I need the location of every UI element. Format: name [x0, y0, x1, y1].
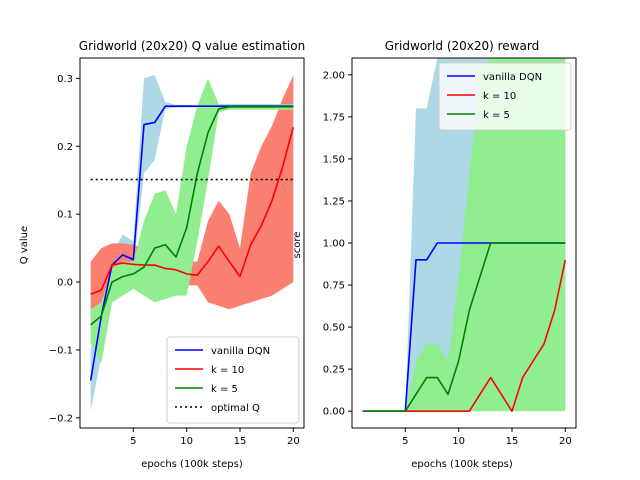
q-value-chart-title: Gridworld (20x20) Q value estimation — [79, 39, 305, 53]
plot-frame — [79, 57, 305, 429]
y-tick-label: 1.25 — [323, 196, 345, 207]
line-k-5 — [90, 106, 294, 326]
x-tick-label: 15 — [506, 436, 519, 447]
reward-chart-title: Gridworld (20x20) reward — [385, 39, 539, 53]
y-tick-label: 0.00 — [323, 407, 345, 418]
legend-box — [166, 336, 300, 424]
x-tick-label: 10 — [452, 436, 465, 447]
reward-chart-ylabel: score — [292, 232, 303, 259]
lines-layer — [362, 242, 567, 412]
bands-layer — [362, 58, 566, 412]
x-tick-label: 5 — [130, 436, 136, 447]
legend-label-k-10: k = 10 — [483, 91, 516, 102]
band-k-5 — [362, 58, 566, 412]
legend: vanilla DQN k = 10 k = 5 optimal Q — [166, 336, 300, 424]
y-tick-label: 0.0 — [57, 278, 73, 289]
x-tick-label: 20 — [287, 436, 300, 447]
y-tick-label: 0.25 — [323, 365, 345, 376]
y-tick-label: 2.00 — [323, 70, 345, 81]
q-value-chart-ylabel: Q value — [19, 226, 30, 264]
lines-layer — [89, 105, 295, 381]
line-k-10 — [90, 127, 295, 296]
x-tick-label: 5 — [402, 436, 408, 447]
line-k-5 — [362, 242, 566, 412]
legend: vanilla DQN k = 10 k = 5 — [438, 62, 572, 131]
y-tick-label: 0.2 — [57, 142, 73, 153]
reward-chart: Gridworld (20x20) reward epochs (100k st… — [292, 39, 577, 470]
legend-label-vanilla-dqn: vanilla DQN — [211, 346, 270, 357]
y-tick-label: 0.1 — [57, 210, 73, 221]
q-value-chart-xlabel: epochs (100k steps) — [141, 459, 243, 470]
y-tick-label: −0.1 — [49, 345, 73, 356]
legend-label-k-5: k = 5 — [483, 110, 510, 121]
x-tick-label: 15 — [234, 436, 247, 447]
x-tick-label: 20 — [559, 436, 572, 447]
y-tick-label: 0.75 — [323, 281, 345, 292]
x-tick-label: 10 — [180, 436, 193, 447]
legend-label-k-5: k = 5 — [211, 384, 238, 395]
legend-label-k-10: k = 10 — [211, 365, 244, 376]
legend-label-vanilla-dqn: vanilla DQN — [483, 72, 542, 83]
y-tick-label: 1.00 — [323, 239, 345, 250]
y-tick-label: −0.2 — [49, 413, 73, 424]
y-tick-label: 1.75 — [323, 112, 345, 123]
y-tick-label: 0.50 — [323, 323, 345, 334]
y-tick-label: 0.3 — [57, 74, 73, 85]
band-k-5 — [90, 78, 294, 364]
y-tick-label: 1.50 — [323, 154, 345, 165]
reward-chart-xlabel: epochs (100k steps) — [411, 459, 513, 470]
q-value-chart: Gridworld (20x20) Q value estimation epo… — [19, 39, 305, 470]
legend-label-optimal-q: optimal Q — [211, 403, 260, 414]
